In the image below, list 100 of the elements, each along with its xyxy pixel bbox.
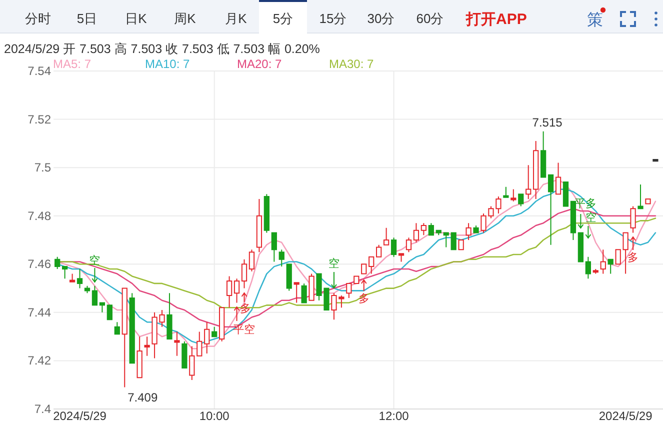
- text: 策: [587, 11, 603, 29]
- candlestick: [510, 188, 516, 202]
- candlestick: [106, 304, 112, 320]
- text: 60分: [416, 11, 444, 26]
- annotation: 7.515: [532, 115, 563, 130]
- annotation: 7.409: [128, 390, 158, 404]
- text: 打开APP: [465, 11, 527, 28]
- candlestick: [638, 184, 644, 210]
- candlestick: [592, 268, 598, 274]
- y-tick-label: 7.42: [28, 354, 52, 368]
- candlestick: [450, 232, 456, 250]
- candlestick: [204, 322, 210, 354]
- candlestick: [62, 266, 68, 280]
- candlestick: [473, 225, 479, 234]
- candlestick: [652, 159, 658, 162]
- text: 15分: [319, 11, 347, 26]
- x-tick-label: 2024/5/29: [53, 409, 107, 423]
- candlestick: [600, 249, 606, 274]
- annotation: 平空: [232, 323, 255, 336]
- candlestick: [54, 256, 60, 270]
- candlestick: [234, 278, 240, 304]
- chart-subtitle: 2024/5/29 开 7.503 高 7.503 收 7.503 低 7.503 幅 0.20%: [4, 41, 320, 56]
- candlestick: [241, 258, 248, 289]
- text: 月K: [225, 11, 248, 26]
- y-tick-label: 7.48: [28, 208, 52, 223]
- candlestick: [136, 336, 142, 378]
- text: 周K: [174, 11, 196, 26]
- text: MA20: 7: [237, 57, 282, 71]
- candlestick: [645, 198, 651, 204]
- candlestick: [278, 249, 284, 268]
- y-tick-label: 7.4: [34, 402, 52, 416]
- candlestick: [196, 331, 202, 356]
- candlestick: [578, 232, 584, 262]
- candlestick: [443, 232, 449, 248]
- candlestick: [570, 200, 576, 240]
- candlestick: [256, 198, 262, 253]
- candlestick: [413, 222, 420, 243]
- text: 30分: [367, 11, 395, 26]
- candlestick: [76, 268, 83, 289]
- candlestick: [182, 340, 188, 368]
- candlestick: [540, 130, 546, 178]
- candlestick: [368, 256, 374, 274]
- candlestick: [354, 276, 360, 284]
- candlestick: [406, 237, 412, 253]
- candlestick: [174, 331, 180, 356]
- candlestick: [526, 164, 532, 200]
- candlestick: [189, 346, 195, 381]
- text: 5日: [76, 11, 98, 26]
- candlestick: [308, 273, 314, 301]
- y-tick-label: 7.46: [28, 257, 52, 272]
- text: 日K: [125, 11, 148, 26]
- candlestick: [248, 249, 255, 272]
- candlestick: [144, 336, 150, 356]
- candlestick: [555, 162, 562, 195]
- candlestick: [361, 264, 367, 274]
- candlestick: [122, 288, 128, 388]
- annotation: 空: [586, 211, 597, 224]
- candlestick: [346, 282, 352, 298]
- candlestick: [294, 282, 300, 304]
- y-tick-label: 7.54: [28, 64, 52, 78]
- candlestick: [219, 307, 225, 342]
- candlestick: [548, 174, 554, 246]
- candlestick: [264, 194, 270, 234]
- candlestick: [533, 140, 539, 200]
- annotation: 空: [328, 257, 340, 270]
- candlestick: [226, 276, 232, 308]
- candlestick: [301, 282, 307, 304]
- candlestick: [608, 258, 614, 274]
- candlestick: [458, 240, 464, 250]
- candlestick: [84, 285, 90, 294]
- candlestick: [436, 230, 442, 236]
- x-tick-label: 12:00: [378, 409, 410, 423]
- candlestick: [630, 206, 636, 234]
- candlestick: [129, 292, 135, 364]
- annotation: 多: [358, 293, 370, 305]
- candlestick: [92, 285, 98, 306]
- candlestick: [166, 292, 172, 340]
- candlestick: [390, 237, 397, 258]
- candlestick: [114, 322, 120, 335]
- candlestick: [99, 302, 106, 313]
- candlestick: [428, 222, 434, 236]
- text: 5分: [272, 11, 294, 26]
- candlestick: [420, 222, 427, 236]
- text: MA10: 7: [145, 57, 190, 71]
- candlestick: [376, 244, 382, 258]
- candlestick: [212, 326, 218, 338]
- candlestick: [398, 253, 404, 262]
- candlestick: [69, 273, 76, 282]
- candlestick: [562, 182, 569, 207]
- y-tick-label: 7.52: [28, 112, 52, 126]
- annotation: 多: [628, 252, 639, 264]
- candlestick: [271, 232, 277, 262]
- x-tick-label: 10:00: [199, 409, 230, 423]
- candlestick: [286, 264, 292, 292]
- candlestick: [383, 227, 390, 246]
- candlestick: [503, 186, 509, 198]
- text: 分时: [25, 11, 51, 26]
- candlestick: [518, 194, 524, 207]
- candlestick: [466, 222, 472, 240]
- text: MA5: 7: [53, 57, 92, 71]
